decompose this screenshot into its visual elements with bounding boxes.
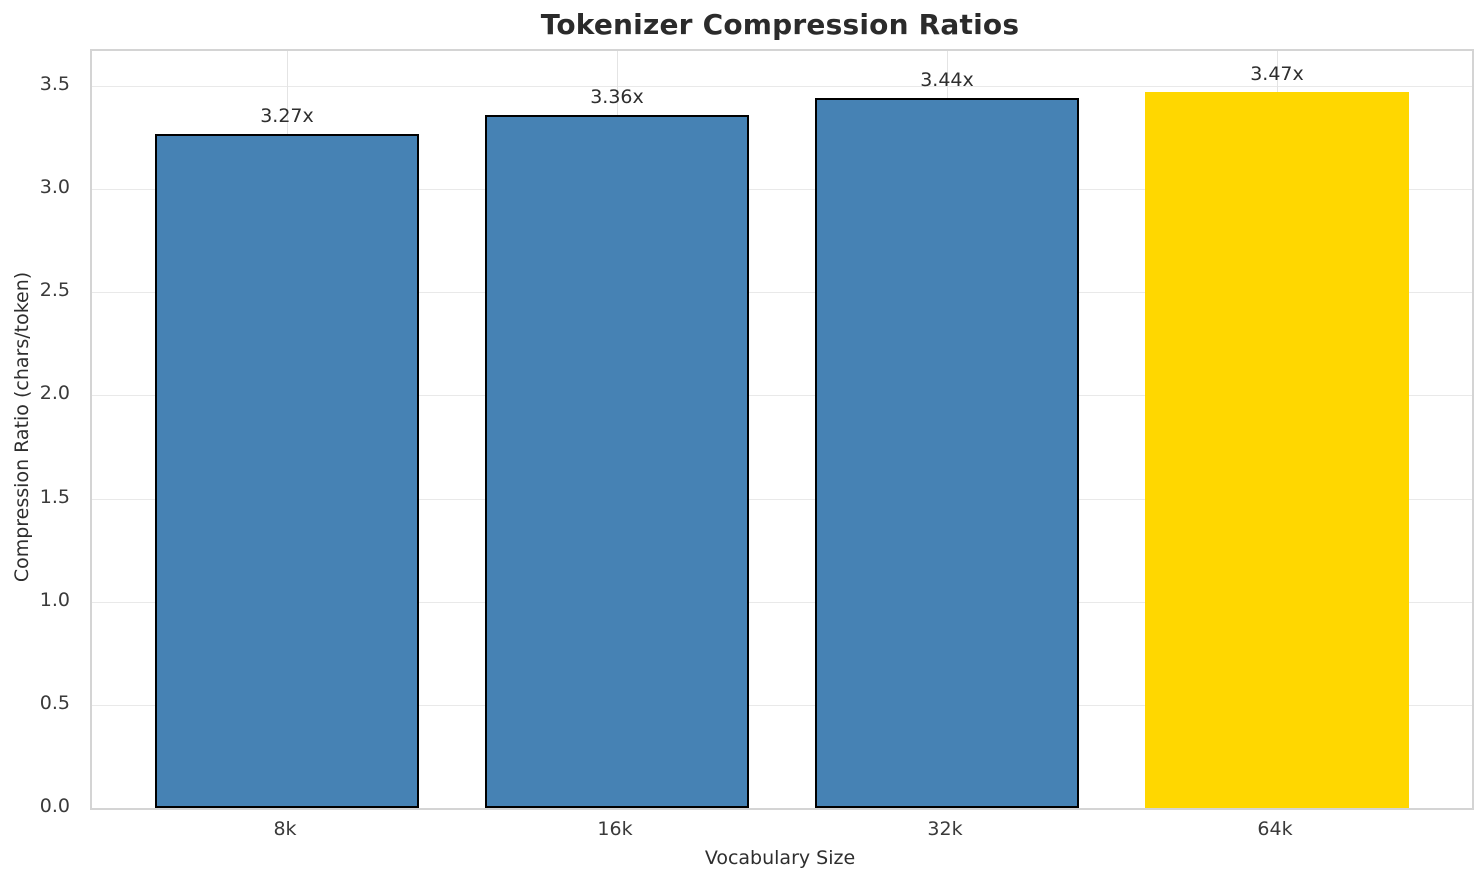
y-tick-label: 0.0 xyxy=(39,795,70,817)
horizontal-gridline xyxy=(92,601,1472,603)
horizontal-gridline xyxy=(92,189,1472,191)
horizontal-gridline xyxy=(92,86,1472,88)
y-tick-label: 3.0 xyxy=(39,176,70,199)
bar-value-label: 3.47x xyxy=(1250,63,1304,86)
horizontal-gridline xyxy=(92,292,1472,294)
bar-value-label: 3.36x xyxy=(590,85,644,108)
horizontal-gridline xyxy=(92,704,1472,706)
y-tick-label: 2.0 xyxy=(39,382,70,405)
horizontal-gridline xyxy=(92,498,1472,500)
bar xyxy=(155,133,419,808)
horizontal-gridline xyxy=(92,395,1472,397)
x-axis-label: Vocabulary Size xyxy=(704,847,856,869)
x-tick-label: 16k xyxy=(597,818,633,840)
x-axis-ticks: 8k 16k 32k 64k xyxy=(90,806,1470,846)
bar-value-label: 3.27x xyxy=(260,104,314,127)
y-tick-label: 0.5 xyxy=(39,691,70,714)
bar xyxy=(485,114,749,808)
chart-title: Tokenizer Compression Ratios xyxy=(540,8,1020,41)
bar xyxy=(815,98,1079,808)
y-tick-label: 1.0 xyxy=(39,588,70,611)
x-tick-label: 64k xyxy=(1257,818,1293,840)
y-tick-label: 2.5 xyxy=(39,279,70,302)
y-tick-label: 1.5 xyxy=(39,485,70,508)
plot-area: 3.27x 3.36x 3.44x 3.47x xyxy=(90,49,1474,810)
x-tick-label: 32k xyxy=(927,818,963,840)
y-axis-ticks: 0.0 0.5 1.0 1.5 2.0 2.5 3.0 3.5 xyxy=(0,49,80,817)
y-tick-label: 3.5 xyxy=(39,73,70,96)
bar-value-label: 3.44x xyxy=(920,69,974,92)
bar xyxy=(1145,92,1409,808)
x-tick-label: 8k xyxy=(273,818,297,840)
